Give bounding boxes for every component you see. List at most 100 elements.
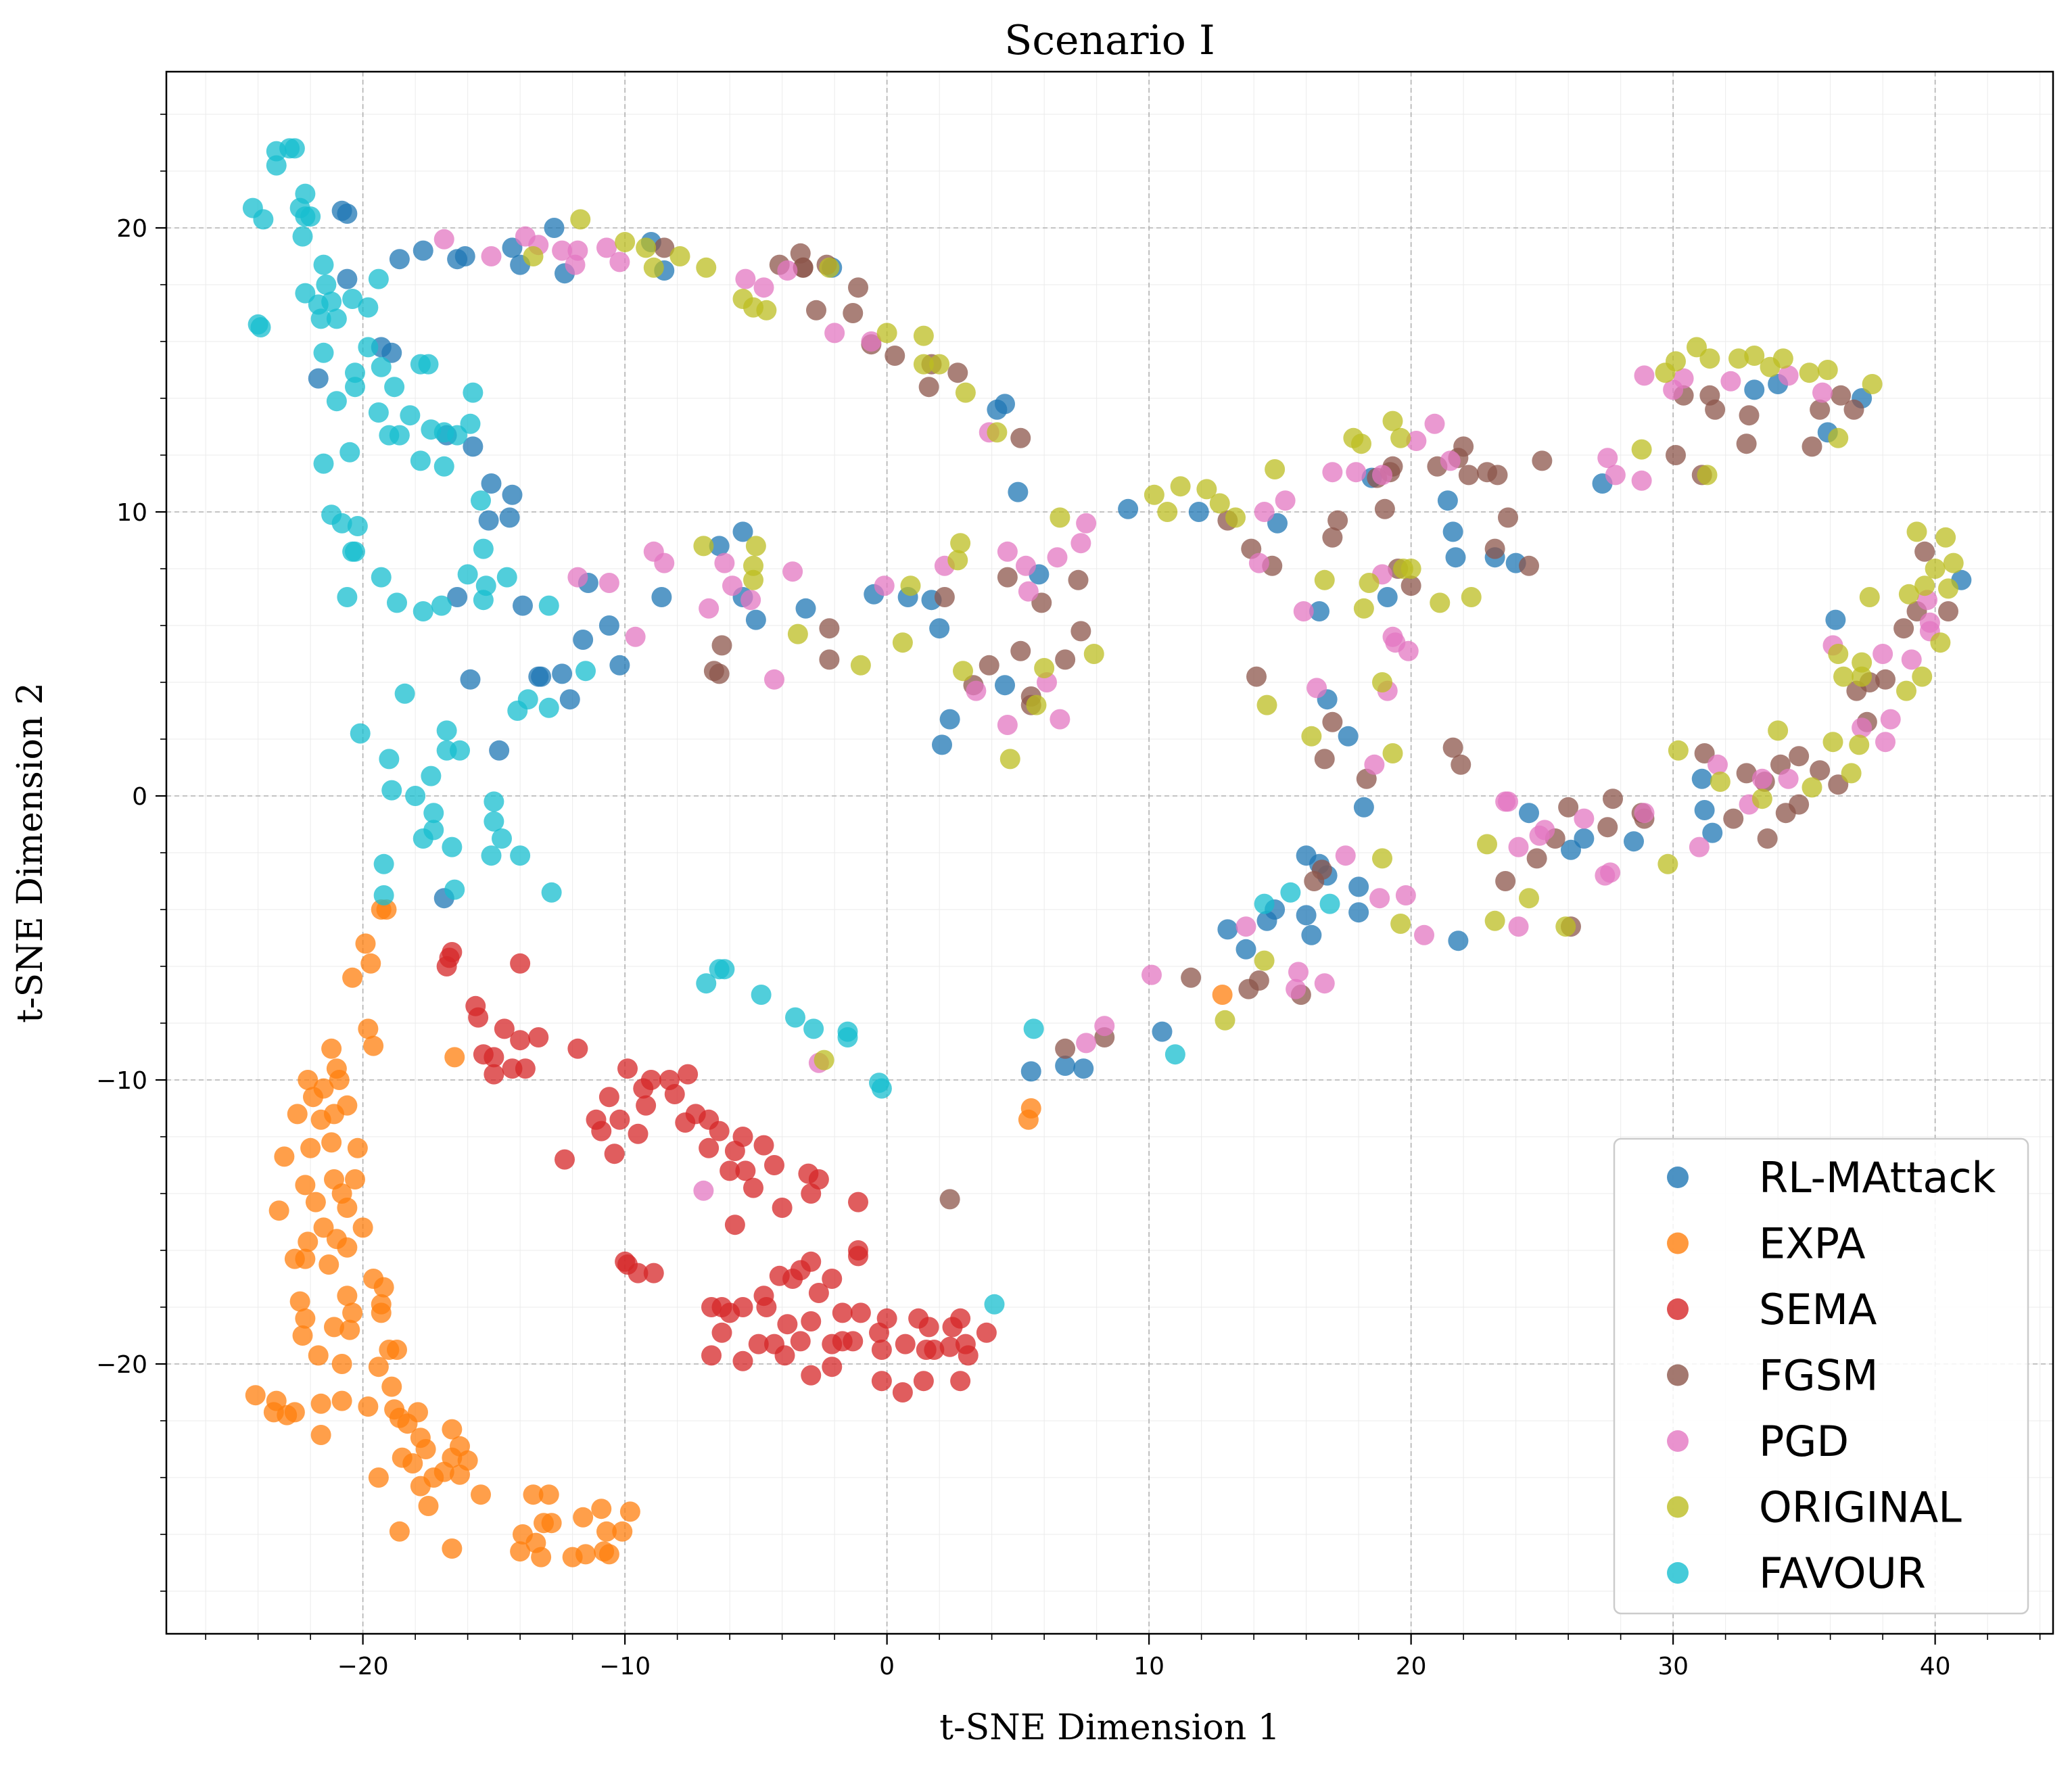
data-point [1938,601,1958,621]
data-point [523,1484,544,1505]
data-point [528,1027,549,1047]
data-point [1555,916,1576,937]
data-point [1799,362,1820,383]
data-point [696,257,717,278]
data-point [313,342,334,363]
data-point [289,1291,310,1312]
data-point [339,1319,360,1340]
data-point [1406,431,1427,451]
data-point [284,138,305,159]
data-point [1280,882,1301,903]
data-point [1055,1056,1076,1076]
data-point [360,953,381,974]
data-point [253,209,274,230]
data-point [1395,885,1416,905]
data-point [1912,666,1933,687]
data-point [1828,774,1849,795]
data-point [389,249,410,270]
data-point [596,237,617,258]
data-point [848,277,868,298]
data-point [735,268,756,289]
data-point [387,592,407,613]
data-point [918,377,939,398]
data-point [1705,399,1726,420]
data-point [628,1263,649,1283]
legend-label: PGD [1759,1417,1849,1466]
data-point [720,1160,740,1181]
data-point [596,1521,617,1542]
data-point [801,1311,822,1332]
data-point [541,882,562,903]
data-point [1372,848,1392,869]
data-point [790,1331,811,1352]
data-point [337,204,358,224]
data-point [1248,970,1269,991]
data-point [1400,575,1421,596]
data-point [848,1246,868,1267]
data-point [1008,481,1029,502]
data-point [987,422,1008,443]
data-point [1736,763,1757,784]
data-point [675,1112,696,1133]
data-point [363,1035,384,1056]
data-point [292,1325,313,1346]
data-point [1346,462,1367,483]
data-point [1710,772,1730,792]
data-point [1822,732,1843,753]
data-point [678,1064,699,1085]
data-point [745,536,766,557]
data-point [643,1263,664,1283]
data-point [654,237,675,258]
data-point [442,1538,463,1559]
data-point [1445,547,1466,568]
data-point [1699,348,1720,369]
data-point [591,1121,612,1141]
data-point [345,377,365,398]
x-tick-label: −20 [337,1653,389,1680]
data-point [444,879,465,900]
data-point [1880,709,1901,730]
data-point [1248,552,1269,573]
data-point [1070,533,1091,554]
data-point [1461,587,1482,607]
data-point [319,1254,339,1275]
data-point [337,1198,358,1218]
data-point [313,453,334,474]
data-point [421,765,442,786]
data-point [1634,365,1655,386]
data-point [352,1217,373,1238]
data-point [274,1146,295,1167]
data-point [1196,479,1217,500]
data-point [997,541,1018,562]
data-point [654,552,675,573]
data-point [397,1413,418,1434]
data-point [1301,726,1322,747]
data-point [1728,348,1749,369]
data-point [1348,876,1369,897]
data-point [481,246,502,266]
data-point [292,226,313,247]
data-point [484,1047,504,1068]
data-point [250,317,271,337]
data-point [1906,521,1927,542]
data-point [1141,964,1162,985]
data-point [371,567,392,588]
data-point [732,1350,753,1371]
data-point [636,1095,657,1116]
data-point [471,1484,491,1505]
data-point [463,436,484,457]
data-point [295,206,316,227]
data-point [711,1322,732,1343]
data-point [801,1251,822,1272]
series-original [523,209,1964,1070]
data-point [1083,644,1104,664]
data-point [1691,768,1712,789]
data-point [1286,979,1306,999]
data-point [1914,575,1935,596]
data-point [371,1302,392,1323]
data-point [895,1334,916,1354]
legend-marker [1667,1232,1689,1254]
data-point [711,635,732,656]
data-point [496,567,517,588]
data-point [837,1027,858,1047]
